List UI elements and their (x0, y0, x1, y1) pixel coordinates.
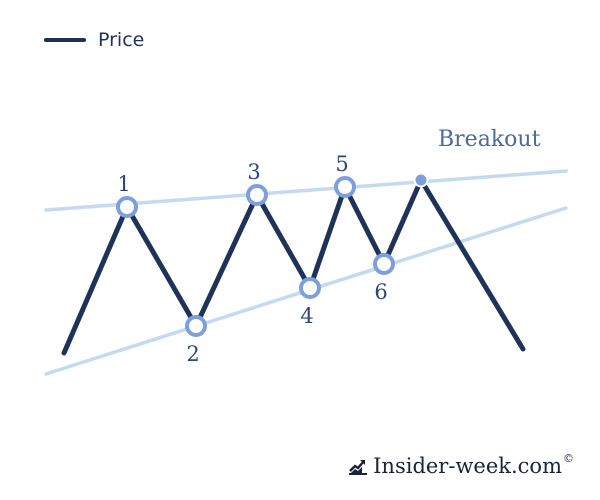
pivot-label-1: 1 (117, 172, 130, 196)
legend-label-price: Price (98, 29, 145, 51)
pivot-label-3: 3 (247, 160, 260, 184)
pivot-marker-2 (185, 315, 207, 337)
pivot-label-4: 4 (300, 304, 313, 328)
pivot-marker-5 (334, 176, 356, 198)
breakout-label: Breakout (438, 127, 541, 152)
marker-layer (116, 172, 429, 337)
pivot-label-6: 6 (374, 280, 387, 304)
trend-chart-icon (349, 460, 368, 475)
pivot-label-2: 2 (186, 342, 199, 366)
pivot-label-5: 5 (335, 152, 348, 176)
label-layer: 1 2 3 4 5 6 Breakout (117, 127, 540, 366)
pivot-marker-6 (373, 253, 395, 275)
brand-watermark: Insider-week.com © (348, 451, 574, 478)
pivot-marker-4 (299, 277, 321, 299)
pivot-marker-1 (116, 196, 138, 218)
brand-label: Insider-week.com (373, 454, 562, 478)
pivot-marker-3 (246, 184, 268, 206)
legend-swatch-price (44, 38, 86, 42)
breakout-marker (415, 174, 427, 186)
legend: Price (44, 29, 144, 51)
brand-copyright: © (563, 451, 574, 465)
